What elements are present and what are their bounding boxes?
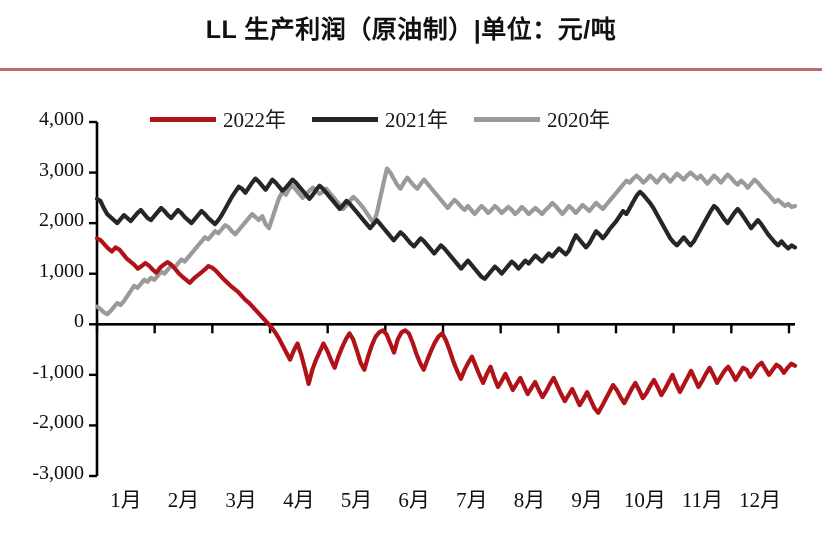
legend-item-2022年[interactable]: 2022年 (150, 104, 286, 134)
x-axis-tick-label: 7月 (456, 488, 488, 512)
page-title: LL 生产利润（原油制）|单位：元/吨 (205, 16, 617, 44)
y-axis-tick-label: 0 (74, 310, 84, 333)
x-axis-tick-label: 12月 (739, 488, 782, 512)
y-axis-tick-label: -1,000 (32, 360, 84, 383)
y-axis-tick-label: -3,000 (32, 462, 84, 484)
title-divider (0, 68, 822, 71)
x-axis-tick-label: 6月 (398, 488, 430, 512)
legend-swatch-2020年 (474, 116, 540, 122)
y-axis-tick-label: 1,000 (39, 259, 84, 282)
series-line-2022年 (94, 236, 798, 415)
legend-label: 2022年 (223, 108, 286, 132)
series-line-2020年 (94, 166, 798, 317)
series-line-2021年 (94, 176, 798, 281)
x-axis-tick-label: 3月 (225, 488, 257, 512)
chart-legend: 2022年 2021年 2020年 (150, 104, 670, 134)
legend-label: 2020年 (547, 108, 610, 132)
y-axis-tick-label: 4,000 (39, 108, 84, 130)
x-axis-tick-label: 1月 (110, 488, 142, 512)
y-axis-tick-label: -2,000 (32, 411, 84, 434)
x-axis-tick-label: 8月 (513, 488, 546, 512)
x-axis-tick-label: 4月 (283, 488, 315, 512)
x-axis-tick-label: 2月 (167, 488, 200, 512)
y-axis-tick-label: 3,000 (39, 158, 84, 181)
legend-label: 2021年 (385, 108, 448, 132)
legend-item-2020年[interactable]: 2020年 (474, 104, 610, 134)
legend-item-2021年[interactable]: 2021年 (312, 104, 448, 134)
x-axis-tick-label: 9月 (571, 488, 603, 512)
x-axis-tick-label: 11月 (681, 488, 724, 512)
legend-swatch-2021年 (312, 116, 378, 122)
x-axis-tick-label: 5月 (340, 488, 373, 512)
x-axis-tick-label: 10月 (623, 488, 666, 512)
y-axis-tick-label: 2,000 (39, 209, 84, 232)
legend-swatch-2022年 (150, 116, 216, 122)
